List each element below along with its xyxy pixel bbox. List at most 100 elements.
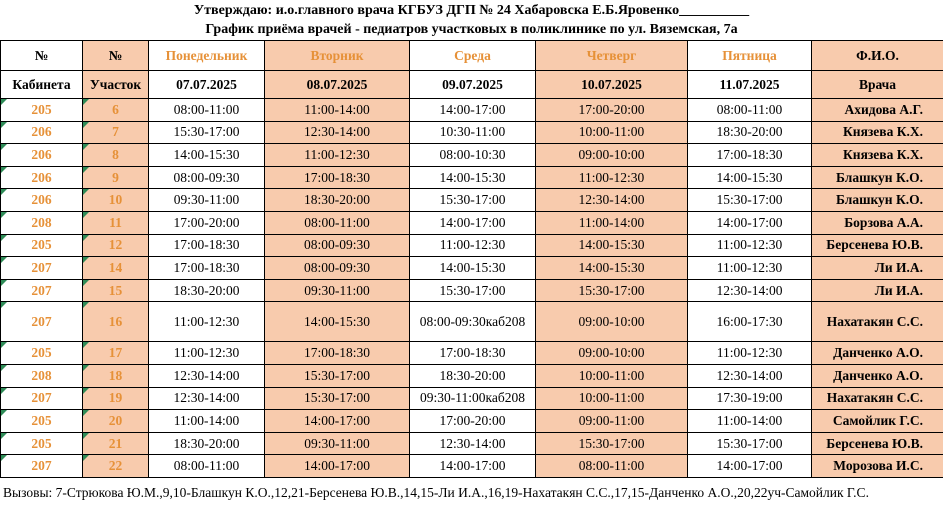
wednesday-cell: 14:00-15:30 <box>409 165 536 190</box>
wednesday-date: 09.07.2025 <box>409 70 536 99</box>
cabinet-num-header: № <box>0 40 83 71</box>
monday-date: 07.07.2025 <box>148 70 265 99</box>
cabinet-cell: 207 <box>0 301 83 343</box>
wednesday-header: Среда <box>409 40 536 71</box>
thursday-cell: 09:00-10:00 <box>535 143 688 167</box>
doctor-name-cell: Данченко А.О. <box>811 341 943 365</box>
wednesday-cell: 10:30-11:00 <box>409 120 536 145</box>
thursday-cell: 09:00-10:00 <box>535 301 688 343</box>
doctor-name-cell: Ли И.А. <box>811 256 943 280</box>
tuesday-cell: 08:00-11:00 <box>264 210 410 235</box>
monday-cell: 14:00-15:30 <box>148 143 265 167</box>
table-row: 208 11 17:00-20:00 08:00-11:00 14:00-17:00 11… <box>0 210 943 235</box>
uchastok-cell: 20 <box>82 409 149 433</box>
wednesday-cell: 17:00-18:30 <box>409 341 536 365</box>
wednesday-cell: 14:00-15:30 <box>409 256 536 280</box>
thursday-cell: 14:00-15:30 <box>535 233 688 258</box>
fio-header: Ф.И.О. <box>811 40 943 71</box>
friday-cell: 15:30-17:00 <box>687 431 812 456</box>
friday-cell: 14:00-17:00 <box>687 210 812 235</box>
tuesday-cell: 14:00-17:00 <box>264 409 410 433</box>
cabinet-cell: 208 <box>0 363 83 388</box>
cabinet-cell: 207 <box>0 278 83 303</box>
monday-cell: 12:30-14:00 <box>148 386 265 411</box>
calls-footer: Вызовы: 7-Стрюкова Ю.М.,9,10-Блашкун К.О… <box>3 484 869 500</box>
friday-cell: 17:00-18:30 <box>687 143 812 167</box>
uchastok-cell: 14 <box>82 256 149 280</box>
cabinet-cell: 207 <box>0 454 83 478</box>
monday-cell: 11:00-12:30 <box>148 301 265 343</box>
cabinet-cell: 207 <box>0 386 83 411</box>
monday-cell: 17:00-18:30 <box>148 256 265 280</box>
thursday-cell: 15:30-17:00 <box>535 431 688 456</box>
tuesday-date: 08.07.2025 <box>264 70 410 99</box>
thursday-header: Четверг <box>535 40 688 71</box>
thursday-cell: 10:00-11:00 <box>535 363 688 388</box>
header-row-top: № № Понедельник Вторник Среда Четверг Пя… <box>0 40 943 71</box>
tuesday-cell: 09:30-11:00 <box>264 431 410 456</box>
uchastok-cell: 17 <box>82 341 149 365</box>
uchastok-num-header: № <box>82 40 149 71</box>
schedule-rows: 205 6 08:00-11:00 11:00-14:00 14:00-17:00 17:… <box>0 98 943 478</box>
doctor-name-cell: Берсенева Ю.В. <box>811 431 943 456</box>
monday-cell: 12:30-14:00 <box>148 363 265 388</box>
doctor-name-cell: Борзова А.А. <box>811 210 943 235</box>
cabinet-cell: 205 <box>0 98 83 122</box>
tuesday-header: Вторник <box>264 40 410 71</box>
tuesday-cell: 14:00-15:30 <box>264 301 410 343</box>
uchastok-label-header: Участок <box>82 70 149 99</box>
thursday-cell: 11:00-12:30 <box>535 165 688 190</box>
doctor-name-cell: Нахатакян С.С. <box>811 301 943 343</box>
wednesday-cell: 11:00-12:30 <box>409 233 536 258</box>
monday-cell: 17:00-18:30 <box>148 233 265 258</box>
table-row: 207 14 17:00-18:30 08:00-09:30 14:00-15:30 14… <box>0 256 943 280</box>
tuesday-cell: 12:30-14:00 <box>264 120 410 145</box>
monday-cell: 17:00-20:00 <box>148 210 265 235</box>
cabinet-cell: 205 <box>0 409 83 433</box>
uchastok-cell: 22 <box>82 454 149 478</box>
monday-cell: 08:00-11:00 <box>148 98 265 122</box>
fio-label-header: Врача <box>811 70 943 99</box>
thursday-cell: 17:00-20:00 <box>535 98 688 122</box>
wednesday-cell: 14:00-17:00 <box>409 454 536 478</box>
friday-cell: 11:00-12:30 <box>687 256 812 280</box>
uchastok-cell: 18 <box>82 363 149 388</box>
cabinet-cell: 208 <box>0 210 83 235</box>
friday-cell: 15:30-17:00 <box>687 188 812 212</box>
friday-cell: 12:30-14:00 <box>687 363 812 388</box>
thursday-cell: 12:30-14:00 <box>535 188 688 212</box>
table-row: 205 21 18:30-20:00 09:30-11:00 12:30-14:00 15… <box>0 431 943 456</box>
friday-date: 11.07.2025 <box>687 70 812 99</box>
tuesday-cell: 18:30-20:00 <box>264 188 410 212</box>
thursday-cell: 14:00-15:30 <box>535 256 688 280</box>
tuesday-cell: 08:00-09:30 <box>264 233 410 258</box>
schedule-table: № № Понедельник Вторник Среда Четверг Пя… <box>0 40 943 478</box>
tuesday-cell: 11:00-14:00 <box>264 98 410 122</box>
cabinet-cell: 205 <box>0 341 83 365</box>
thursday-cell: 15:30-17:00 <box>535 278 688 303</box>
table-row: 206 7 15:30-17:00 12:30-14:00 10:30-11:00 10:… <box>0 120 943 145</box>
wednesday-cell: 08:00-10:30 <box>409 143 536 167</box>
tuesday-cell: 08:00-09:30 <box>264 256 410 280</box>
wednesday-cell: 15:30-17:00 <box>409 278 536 303</box>
uchastok-cell: 8 <box>82 143 149 167</box>
thursday-cell: 09:00-11:00 <box>535 409 688 433</box>
uchastok-cell: 12 <box>82 233 149 258</box>
doctor-name-cell: Берсенева Ю.В. <box>811 233 943 258</box>
table-row: 205 17 11:00-12:30 17:00-18:30 17:00-18:30 09… <box>0 341 943 365</box>
schedule-title: График приёма врачей - педиатров участко… <box>205 22 738 37</box>
monday-cell: 11:00-14:00 <box>148 409 265 433</box>
uchastok-cell: 6 <box>82 98 149 122</box>
uchastok-cell: 9 <box>82 165 149 190</box>
wednesday-cell: 15:30-17:00 <box>409 188 536 212</box>
table-row: 208 18 12:30-14:00 15:30-17:00 18:30-20:00 10… <box>0 363 943 388</box>
uchastok-cell: 7 <box>82 120 149 145</box>
friday-cell: 14:00-15:30 <box>687 165 812 190</box>
table-row: 205 6 08:00-11:00 11:00-14:00 14:00-17:00 17:… <box>0 98 943 122</box>
friday-cell: 11:00-12:30 <box>687 341 812 365</box>
tuesday-cell: 11:00-12:30 <box>264 143 410 167</box>
table-row: 206 10 09:30-11:00 18:30-20:00 15:30-17:00 12… <box>0 188 943 212</box>
table-row: 207 15 18:30-20:00 09:30-11:00 15:30-17:00 15… <box>0 278 943 303</box>
monday-cell: 18:30-20:00 <box>148 278 265 303</box>
